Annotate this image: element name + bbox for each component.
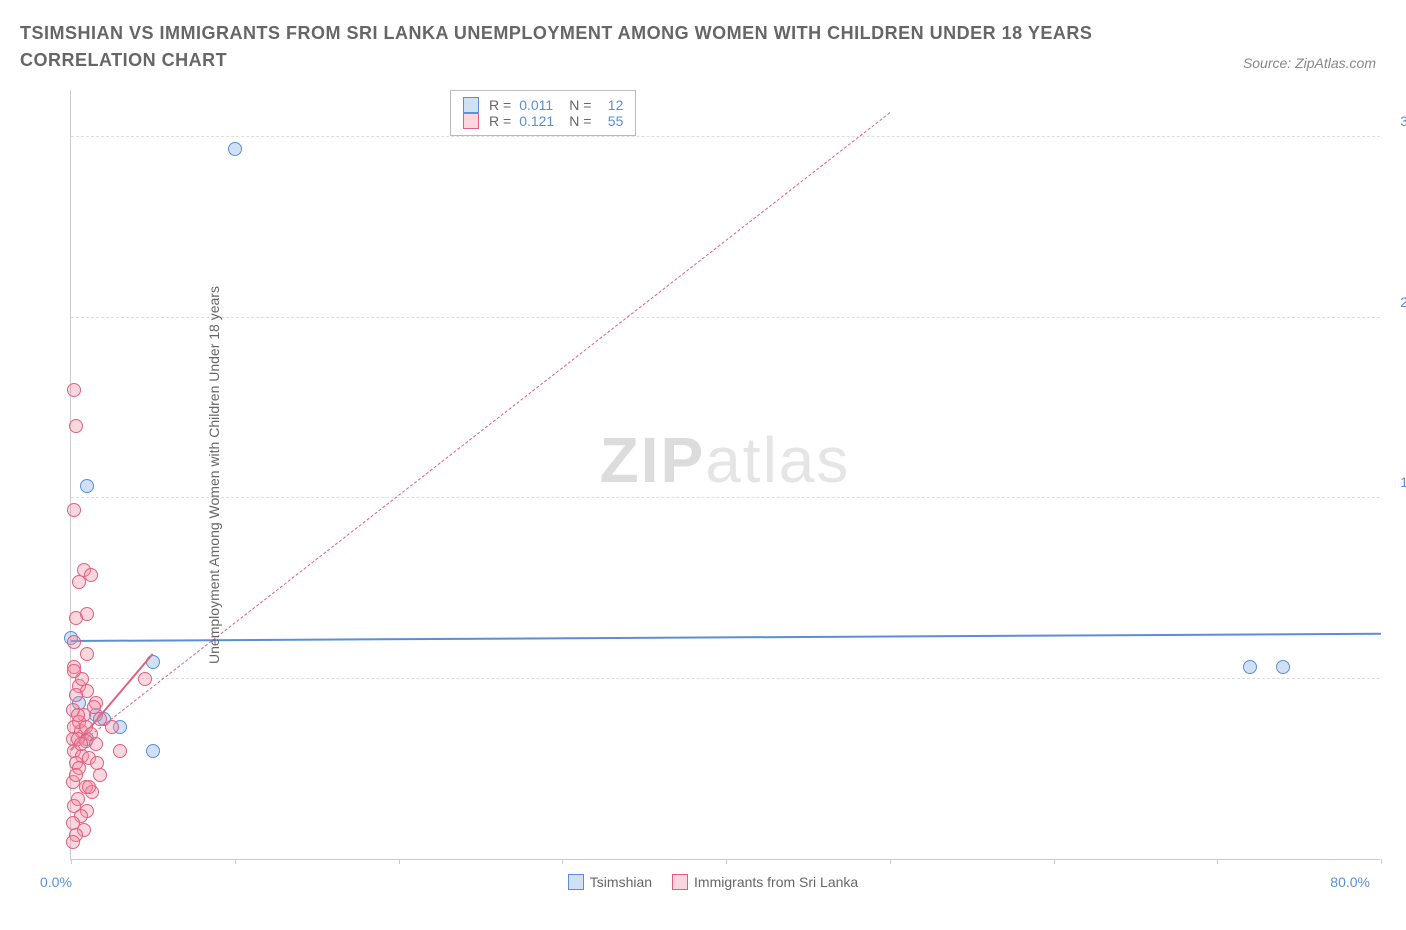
data-point	[1243, 660, 1257, 674]
gridline	[71, 497, 1380, 498]
legend-swatch	[463, 113, 479, 129]
gridline	[71, 136, 1380, 137]
data-point	[79, 720, 93, 734]
data-point	[146, 744, 160, 758]
stats-legend: R = 0.011 N = 12 R = 0.121 N = 55	[450, 90, 636, 136]
source-attribution: Source: ZipAtlas.com	[1243, 55, 1376, 71]
data-point	[80, 479, 94, 493]
x-tick-mark	[562, 859, 563, 864]
series-name: Tsimshian	[590, 874, 652, 890]
r-label: R =	[489, 97, 511, 113]
r-value: 0.121	[519, 113, 559, 129]
data-point	[74, 737, 88, 751]
data-point	[69, 419, 83, 433]
data-point	[67, 503, 81, 517]
legend-row: R = 0.011 N = 12	[463, 97, 623, 113]
data-point	[69, 688, 83, 702]
y-tick-label: 30.0%	[1400, 113, 1406, 129]
data-point	[89, 737, 103, 751]
x-tick-mark	[1217, 859, 1218, 864]
data-point	[113, 744, 127, 758]
x-tick-mark	[890, 859, 891, 864]
x-tick-mark	[71, 859, 72, 864]
gridline	[71, 317, 1380, 318]
data-point	[87, 700, 101, 714]
data-point	[105, 720, 119, 734]
data-point	[72, 575, 86, 589]
chart-title: TSIMSHIAN VS IMMIGRANTS FROM SRI LANKA U…	[20, 20, 1120, 74]
legend-swatch	[463, 97, 479, 113]
x-tick-mark	[235, 859, 236, 864]
x-tick-mark	[1054, 859, 1055, 864]
data-point	[82, 780, 96, 794]
data-point	[228, 142, 242, 156]
gridline	[71, 678, 1380, 679]
trend-line	[71, 633, 1381, 642]
r-label: R =	[489, 113, 511, 129]
series-legend: Tsimshian Immigrants from Sri Lanka	[568, 874, 858, 890]
data-point	[138, 672, 152, 686]
legend-row: R = 0.121 N = 55	[463, 113, 623, 129]
data-point	[67, 383, 81, 397]
data-point	[67, 635, 81, 649]
data-point	[93, 768, 107, 782]
data-point	[66, 835, 80, 849]
n-value: 12	[599, 97, 623, 113]
data-point	[69, 768, 83, 782]
plot-region: 7.5%15.0%22.5%30.0%	[70, 90, 1380, 860]
data-point	[67, 664, 81, 678]
data-point	[80, 607, 94, 621]
n-label: N =	[569, 113, 591, 129]
y-tick-label: 15.0%	[1400, 474, 1406, 490]
x-axis-max-label: 80.0%	[1330, 874, 1370, 890]
data-point	[1276, 660, 1290, 674]
legend-swatch	[568, 874, 584, 890]
r-value: 0.011	[519, 97, 559, 113]
y-tick-label: 22.5%	[1400, 294, 1406, 310]
x-axis-min-label: 0.0%	[40, 874, 72, 890]
n-label: N =	[569, 97, 591, 113]
legend-item: Tsimshian	[568, 874, 652, 890]
n-value: 55	[599, 113, 623, 129]
trend-line	[71, 112, 890, 750]
legend-item: Immigrants from Sri Lanka	[672, 874, 858, 890]
series-name: Immigrants from Sri Lanka	[694, 874, 858, 890]
x-tick-mark	[399, 859, 400, 864]
legend-swatch	[672, 874, 688, 890]
x-tick-mark	[1381, 859, 1382, 864]
data-point	[80, 647, 94, 661]
y-axis-label: Unemployment Among Women with Children U…	[206, 286, 222, 664]
chart-area: ZIPatlas 7.5%15.0%22.5%30.0% Unemploymen…	[70, 90, 1380, 860]
x-tick-mark	[726, 859, 727, 864]
data-point	[90, 756, 104, 770]
